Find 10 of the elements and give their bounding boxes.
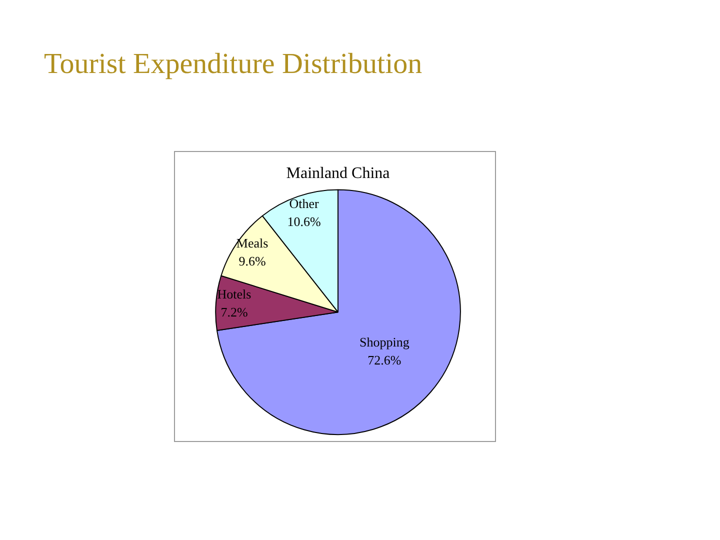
chart-title: Tourist Expenditure Distribution (44, 48, 422, 81)
slice-label: Meals (236, 236, 268, 251)
slice-label: Shopping (359, 334, 410, 350)
chart-subtitle: Mainland China (286, 164, 390, 182)
data-label: 72.6% (368, 352, 402, 368)
data-label: 7.2% (220, 304, 248, 320)
data-label: 9.6% (238, 254, 266, 269)
slice-label: Other (289, 196, 320, 212)
slice-label: Hotels (217, 286, 252, 302)
data-label: 10.6% (287, 214, 321, 230)
